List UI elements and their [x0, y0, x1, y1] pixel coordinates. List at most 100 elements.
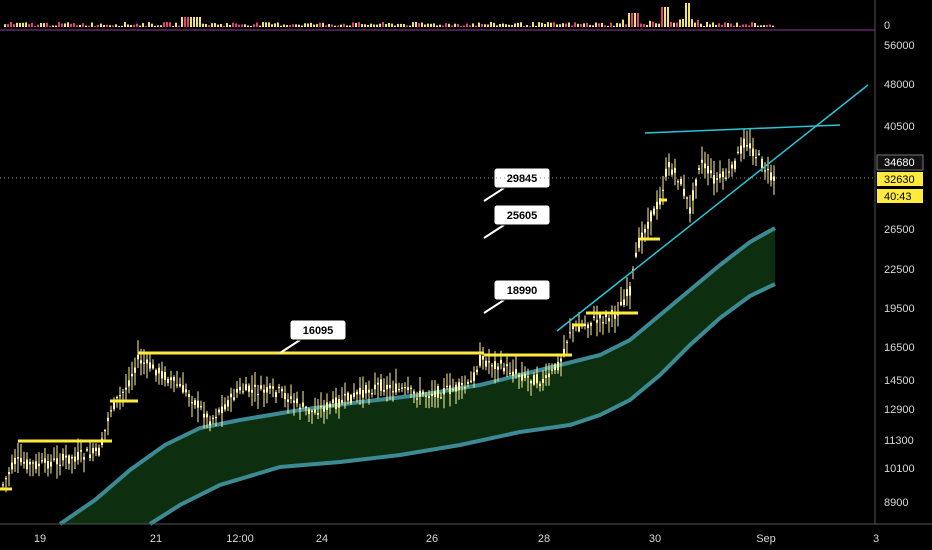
volume-bar	[529, 25, 531, 27]
candle-body	[689, 207, 691, 214]
candle-body	[695, 179, 697, 186]
candle-body	[572, 325, 574, 330]
candle-body	[125, 387, 127, 390]
volume-bar	[73, 23, 75, 27]
volume-bar	[40, 23, 42, 27]
candle-body	[29, 461, 31, 465]
candle-body	[641, 232, 643, 240]
volume-bar	[685, 3, 687, 27]
candle-body	[602, 322, 604, 324]
candle-body	[380, 379, 382, 391]
candle-body	[173, 377, 175, 381]
volume-bar	[226, 23, 228, 27]
candle-body	[290, 396, 292, 399]
candle-body	[458, 382, 460, 391]
volume-bar	[61, 23, 63, 27]
candle-body	[491, 365, 493, 367]
volume-bar	[520, 22, 522, 27]
volume-bar	[160, 25, 162, 27]
candle-body	[224, 404, 226, 410]
candle-body	[329, 403, 331, 407]
volume-bar	[754, 22, 756, 27]
volume-histogram	[4, 3, 774, 27]
candle-body	[461, 383, 463, 386]
volume-bar	[649, 20, 651, 27]
volume-bar	[328, 24, 330, 27]
volume-bar	[499, 24, 501, 27]
volume-bar	[640, 23, 642, 27]
volume-bar	[553, 22, 555, 27]
candle-body	[179, 384, 181, 387]
volume-bar	[490, 22, 492, 27]
volume-bar	[589, 24, 591, 27]
price-tick: 22500	[884, 264, 915, 276]
price-tag-box	[877, 172, 923, 186]
volume-bar	[91, 22, 93, 27]
candle-body	[257, 393, 259, 396]
volume-bar	[265, 22, 267, 27]
candle-body	[17, 457, 19, 459]
volume-bar	[637, 13, 639, 27]
candle-body	[500, 359, 502, 364]
candle-body	[14, 457, 16, 465]
volume-bar	[670, 21, 672, 27]
volume-bar	[424, 24, 426, 27]
volume-bar	[544, 24, 546, 27]
volume-bar	[655, 23, 657, 27]
candle-body	[518, 374, 520, 377]
candle-body	[440, 397, 442, 399]
volume-bar	[4, 24, 6, 27]
volume-bar	[613, 25, 615, 27]
volume-bar	[592, 25, 594, 27]
volume-bar	[208, 25, 210, 27]
candle-body	[608, 318, 610, 322]
callout-label: 18990	[507, 285, 538, 297]
volume-bar	[148, 22, 150, 27]
callout: 18990	[483, 279, 551, 314]
volume-bar	[331, 24, 333, 27]
candle-body	[503, 367, 505, 372]
candle-body	[680, 178, 682, 185]
candle-body	[761, 158, 763, 168]
volume-bar	[112, 25, 114, 27]
volume-bar	[472, 23, 474, 27]
candle-body	[59, 464, 61, 466]
volume-bar	[34, 25, 36, 27]
volume-bar	[487, 24, 489, 27]
candle-body	[89, 454, 91, 458]
volume-bar	[577, 23, 579, 27]
candle-body	[320, 406, 322, 408]
volume-bar	[406, 25, 408, 27]
volume-bar	[511, 25, 513, 27]
candle-body	[323, 406, 325, 412]
volume-bar	[310, 22, 312, 27]
price-tag: 32630	[884, 174, 915, 186]
candle-body	[758, 153, 760, 155]
volume-bar	[241, 24, 243, 27]
callout: 25605	[483, 204, 551, 239]
volume-bar	[43, 23, 45, 27]
candle-body	[38, 463, 40, 467]
candle-body	[374, 384, 376, 390]
volume-bar	[178, 25, 180, 27]
candle-body	[560, 358, 562, 362]
candle-body	[542, 378, 544, 383]
volume-bar	[733, 25, 735, 27]
volume-bar	[217, 24, 219, 27]
time-tick: Sep	[756, 533, 776, 545]
price-tag-box	[876, 154, 924, 171]
volume-bar	[445, 23, 447, 27]
candle-body	[698, 168, 700, 170]
volume-bar	[667, 7, 669, 27]
candle-body	[230, 393, 232, 398]
candle-body	[308, 409, 310, 415]
volume-bar	[760, 25, 762, 27]
candle-body	[449, 385, 451, 395]
candle-body	[752, 148, 754, 156]
volume-bar	[124, 22, 126, 27]
callout-box	[493, 279, 551, 301]
candle-body	[389, 385, 391, 389]
candle-body	[413, 391, 415, 394]
candle-body	[470, 380, 472, 383]
